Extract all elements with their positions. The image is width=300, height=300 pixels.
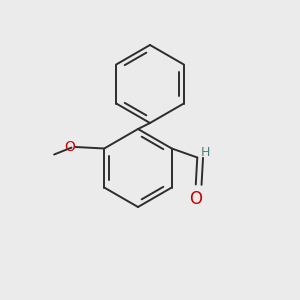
- Text: H: H: [201, 146, 210, 160]
- Text: O: O: [64, 140, 75, 154]
- Text: O: O: [189, 190, 202, 208]
